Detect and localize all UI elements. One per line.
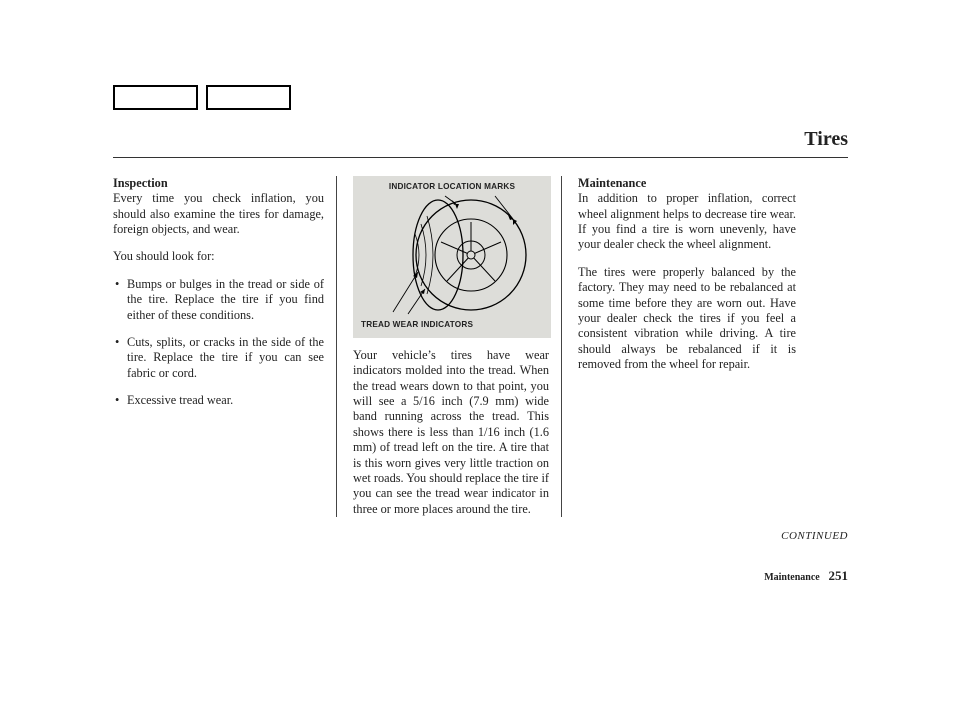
- inspection-bullets: Bumps or bulges in the tread or side of …: [113, 277, 324, 409]
- wear-indicator-text: Your vehicle’s tires have wear indicator…: [353, 348, 549, 517]
- figure-bottom-label: TREAD WEAR INDICATORS: [361, 320, 473, 330]
- maintenance-p1: In addition to proper inflation, correct…: [578, 191, 796, 251]
- column-maintenance: Maintenance In addition to proper inflat…: [561, 176, 796, 517]
- footer-section: Maintenance: [764, 572, 820, 583]
- maintenance-p2: The tires were properly balanced by the …: [578, 265, 796, 373]
- footer-page-number: 251: [829, 568, 849, 583]
- page-title: Tires: [113, 128, 848, 151]
- nav-box-1[interactable]: [113, 85, 198, 110]
- bullet-item: Cuts, splits, or cracks in the side of t…: [113, 335, 324, 381]
- nav-box-2[interactable]: [206, 85, 291, 110]
- figure-top-label: INDICATOR LOCATION MARKS: [353, 182, 551, 192]
- content-columns: Inspection Every time you check inflatio…: [113, 176, 848, 517]
- column-figure: INDICATOR LOCATION MARKS: [336, 176, 561, 517]
- tire-figure: INDICATOR LOCATION MARKS: [353, 176, 551, 338]
- inspection-heading: Inspection: [113, 176, 168, 190]
- continued-label: CONTINUED: [113, 530, 848, 542]
- bullet-item: Bumps or bulges in the tread or side of …: [113, 277, 324, 323]
- tire-illustration-icon: [363, 194, 541, 316]
- maintenance-heading: Maintenance: [578, 176, 646, 190]
- title-rule: [113, 157, 848, 158]
- inspection-intro: Every time you check inflation, you shou…: [113, 191, 324, 236]
- bullet-item: Excessive tread wear.: [113, 393, 324, 408]
- top-nav-boxes: [113, 85, 848, 110]
- lookfor-label: You should look for:: [113, 249, 324, 264]
- column-inspection: Inspection Every time you check inflatio…: [113, 176, 336, 517]
- page-footer: Maintenance 251: [113, 568, 848, 584]
